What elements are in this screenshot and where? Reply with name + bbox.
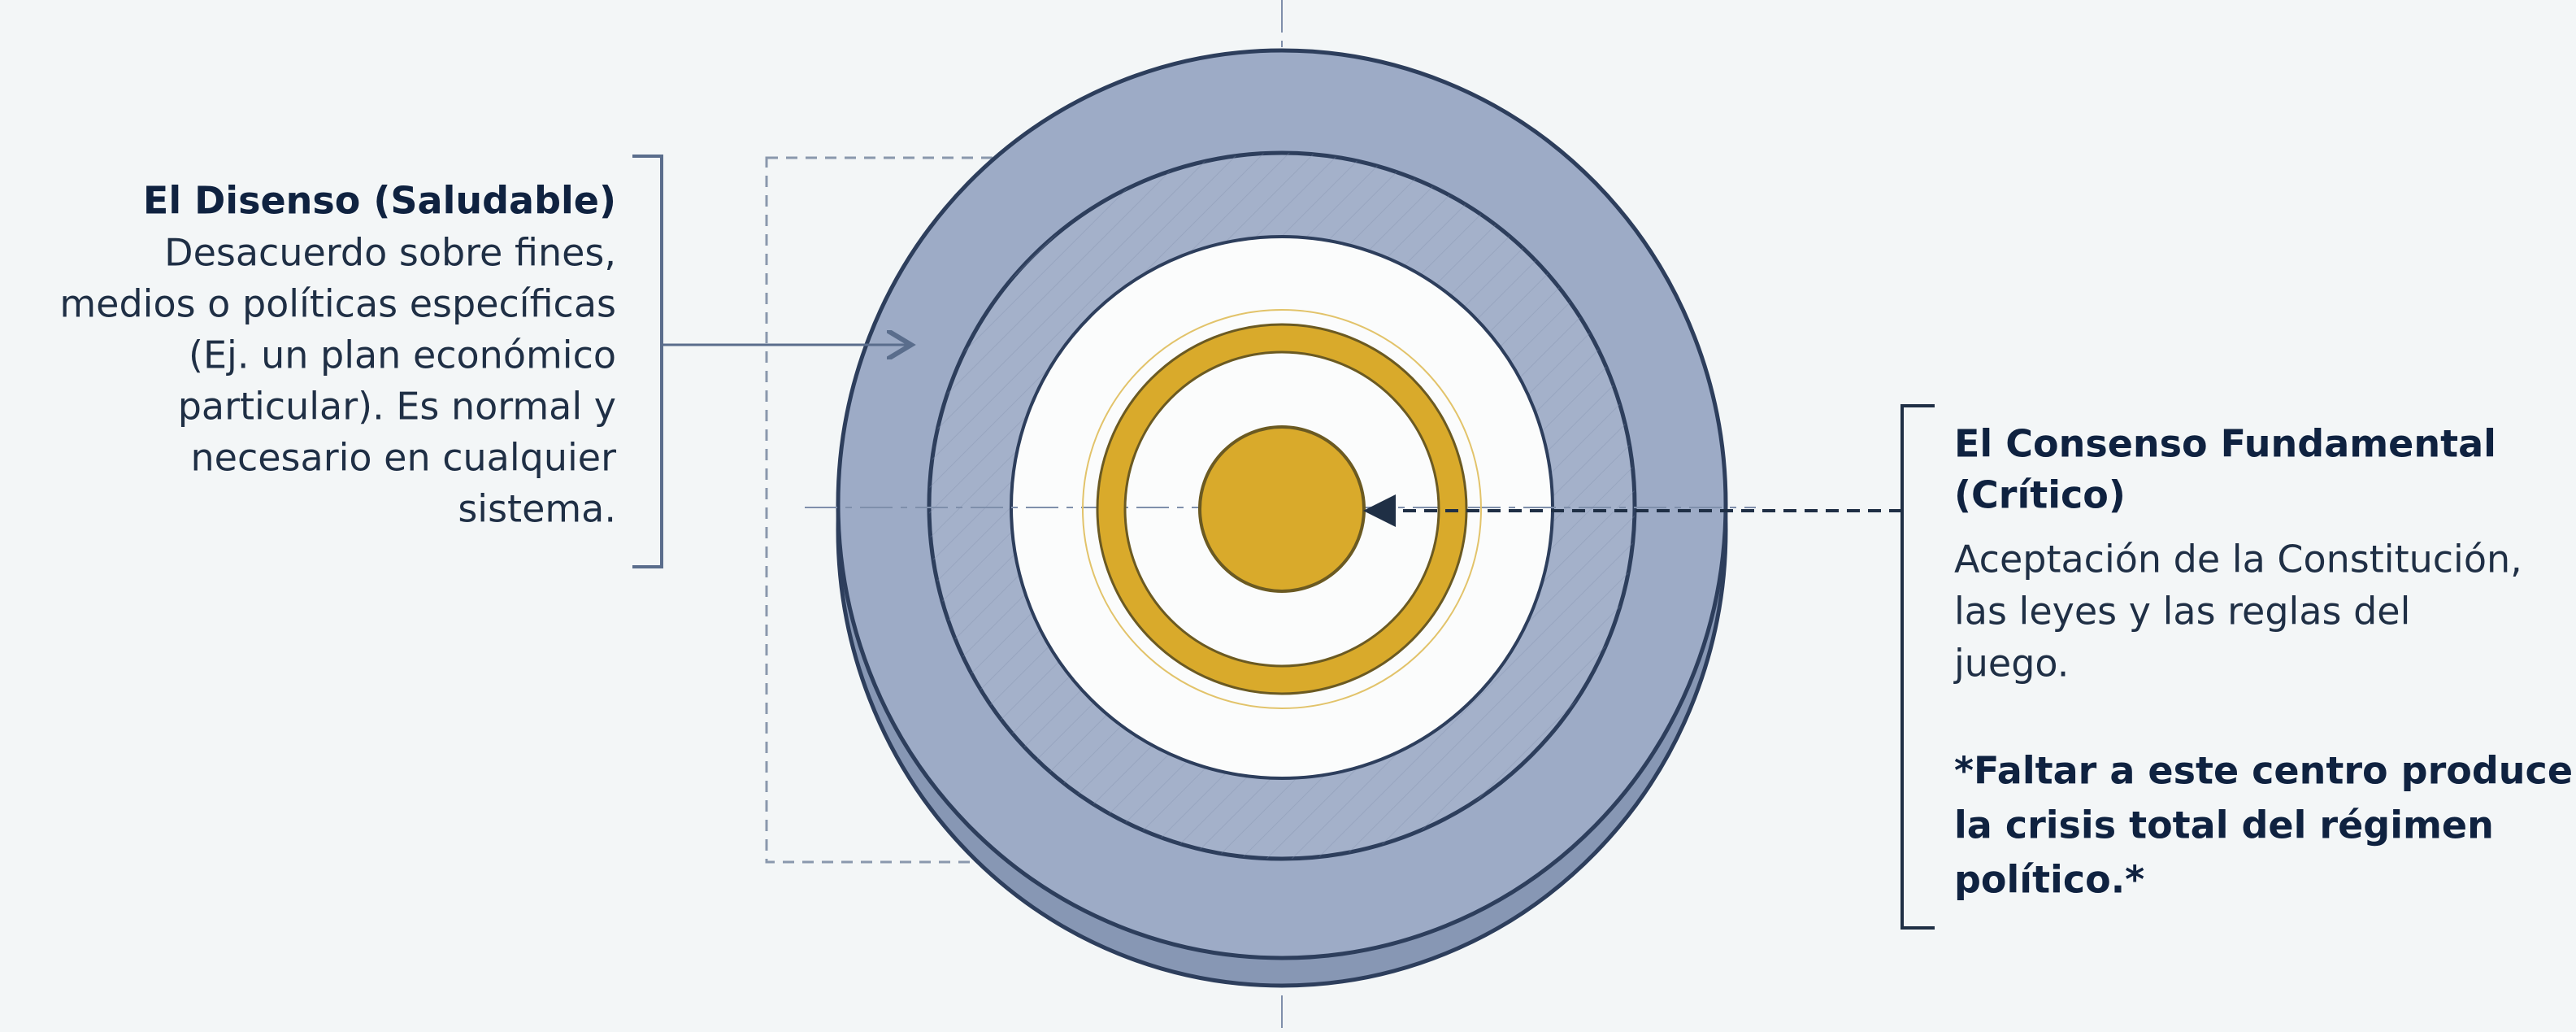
left-body-line: Desacuerdo sobre fines, (164, 231, 616, 275)
left-body-line: sistema. (458, 487, 616, 531)
right-note-line: *Faltar a este centro produce (1954, 749, 2573, 793)
right-note-line: la crisis total del régimen (1954, 803, 2494, 847)
right-title-line: El Consenso Fundamental (1954, 422, 2496, 466)
left-body-line: medios o políticas específicas (59, 282, 616, 326)
target-graphic (765, 0, 1756, 1032)
left-body-line: necesario en cualquier (191, 436, 617, 480)
left-callout: El Disenso (Saludable) Desacuerdo sobre … (59, 155, 911, 568)
right-note-line: político.* (1954, 858, 2144, 902)
left-body-line: particular). Es normal y (178, 385, 616, 429)
right-body-line: Aceptación de la Constitución, (1954, 538, 2522, 581)
right-title-line: (Crítico) (1954, 473, 2126, 517)
left-body-line: (Ej. un plan económico (189, 333, 616, 377)
right-body-line: juego. (1953, 642, 2069, 686)
right-body-line: las leyes y las reglas del (1954, 590, 2410, 634)
right-callout: El Consenso Fundamental (Crítico) Aceptaci… (1363, 404, 2573, 930)
left-title: El Disenso (Saludable) (143, 179, 616, 223)
